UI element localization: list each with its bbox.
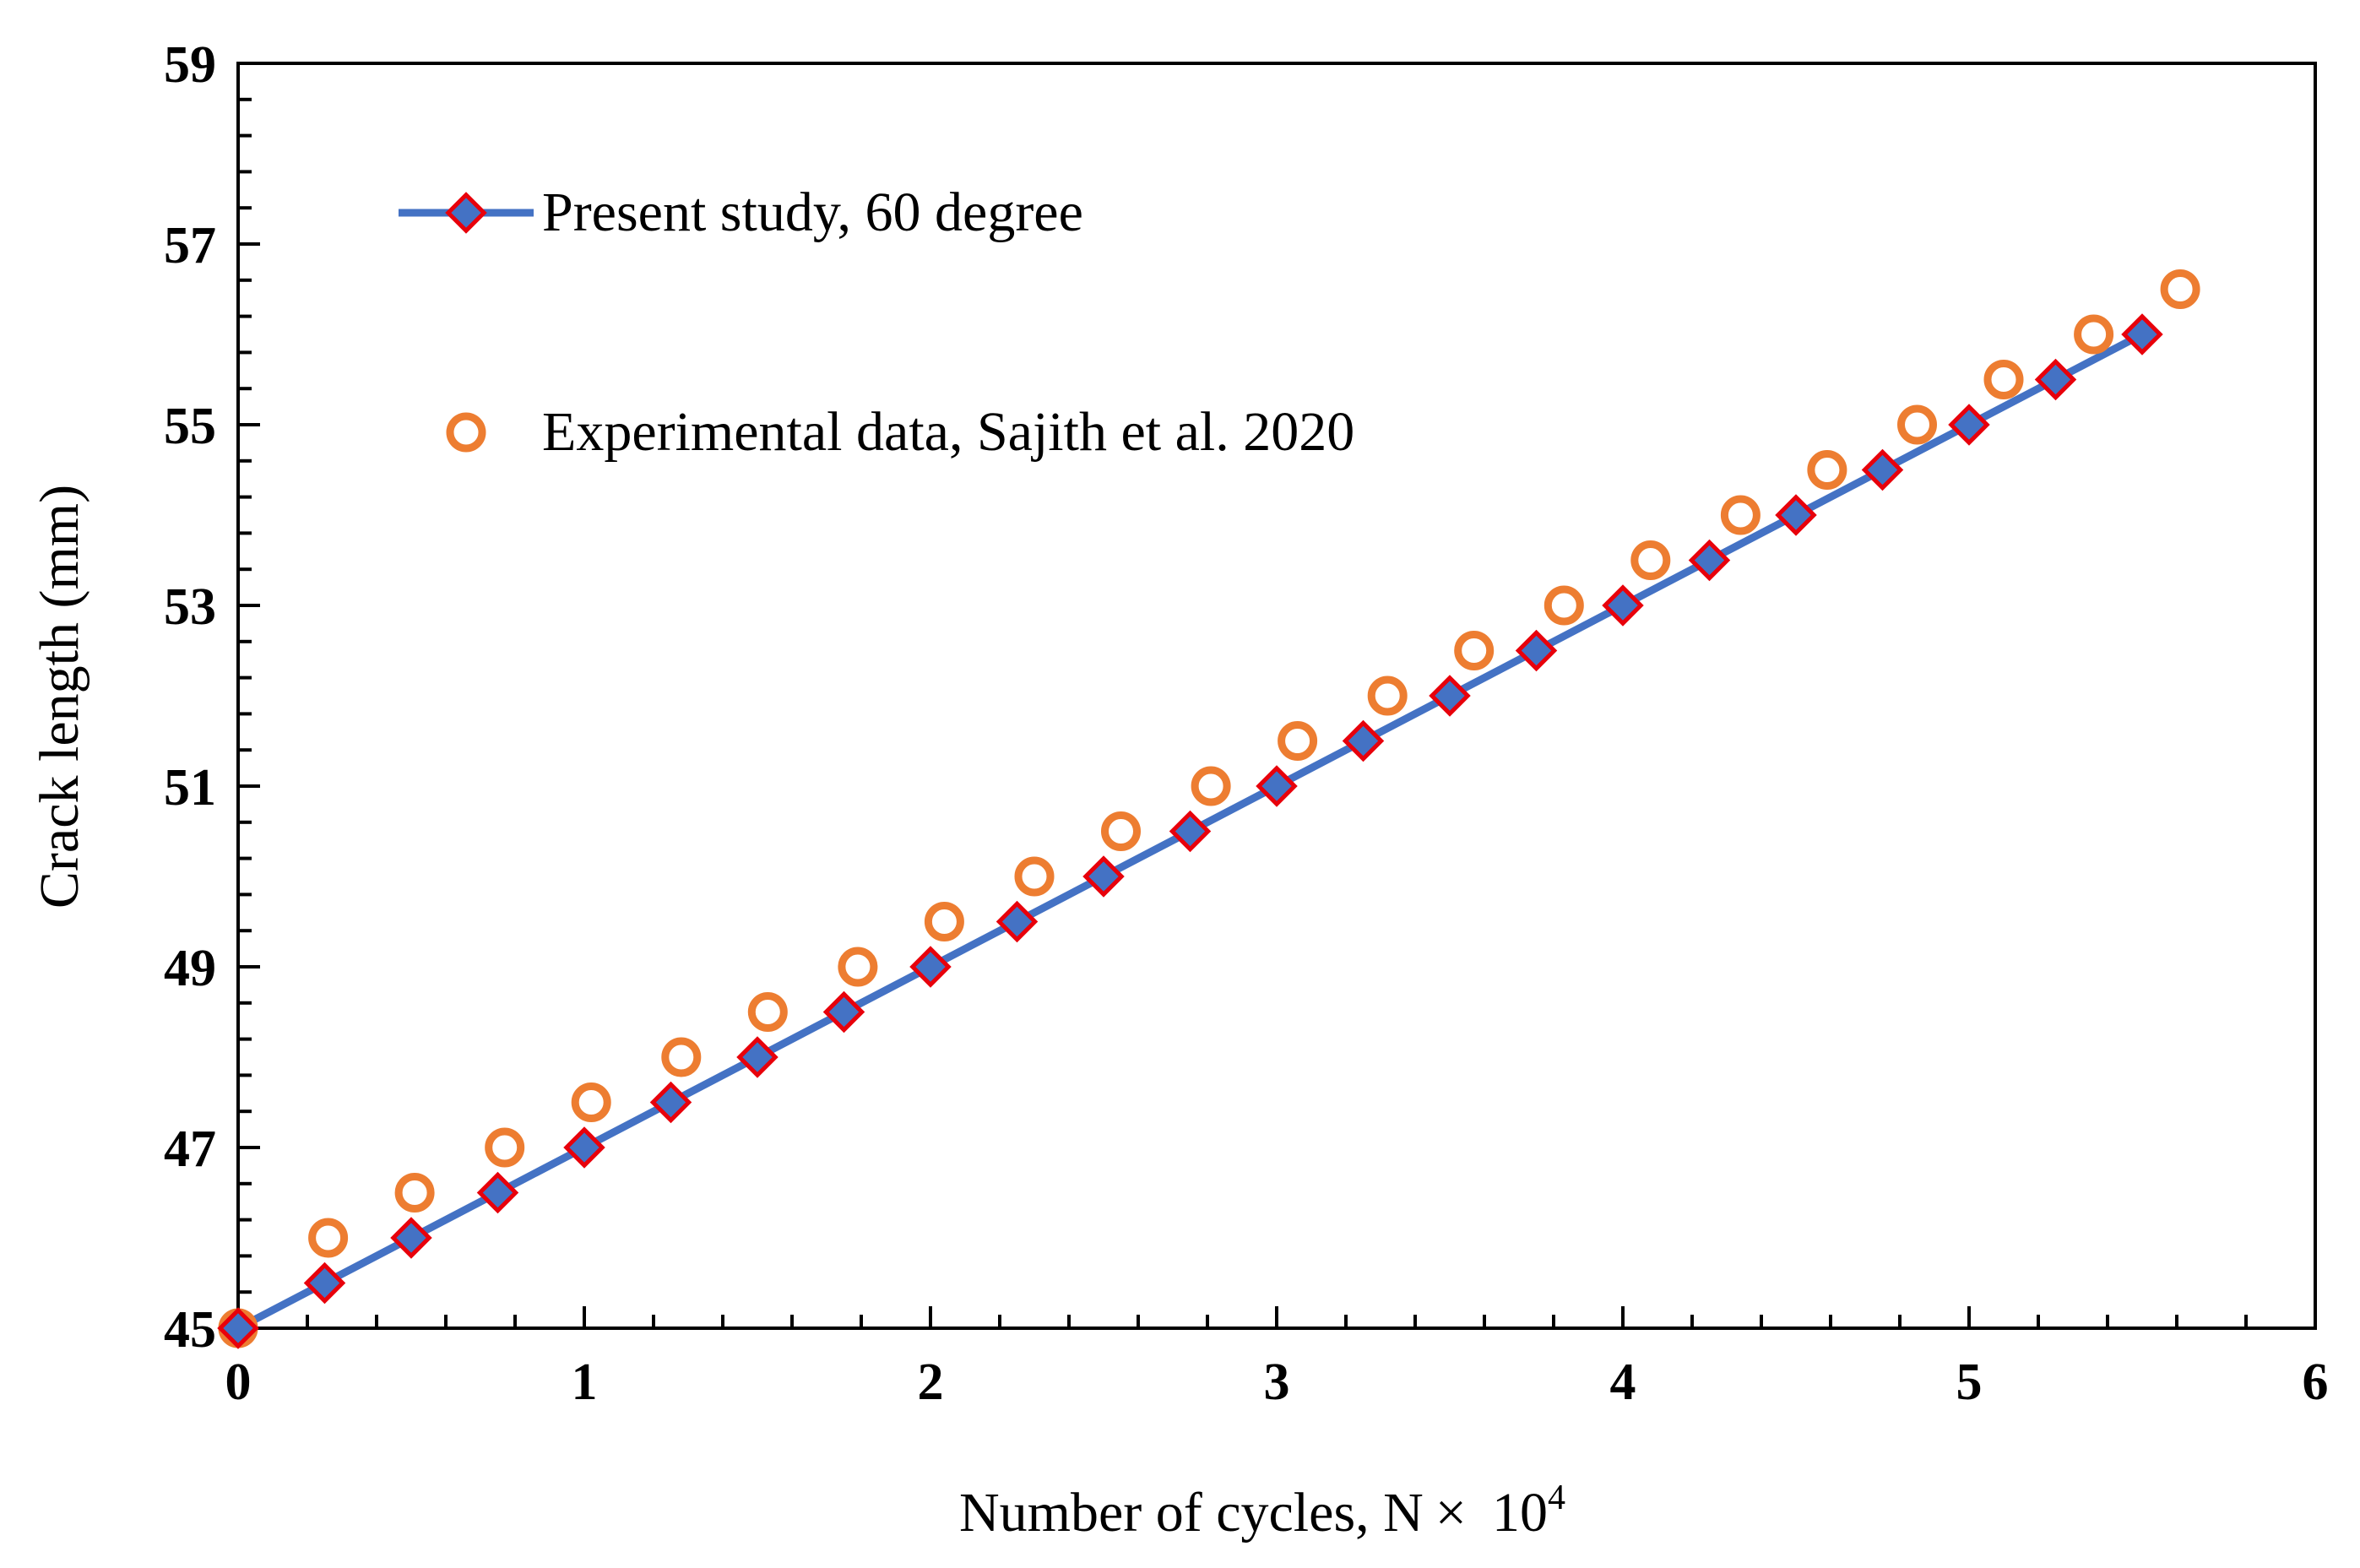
y-tick-label: 51	[164, 759, 216, 817]
x-tick-label: 4	[1610, 1354, 1636, 1411]
y-axis-title: Crack length (mm)	[29, 485, 90, 909]
present-study-point	[1082, 855, 1125, 898]
experimental-point	[1278, 721, 1318, 761]
experimental-point	[661, 1037, 702, 1077]
x-tick-label: 6	[2303, 1354, 2329, 1411]
present-study-point	[996, 900, 1039, 943]
present-study-point	[1429, 675, 1471, 717]
experimental-point	[1897, 404, 1937, 445]
y-tick-labels: 45 47 49 51 53 55 57 59	[164, 36, 216, 1359]
y-tick-label: 45	[164, 1301, 216, 1359]
x-axis-title-base: 10	[1492, 1482, 1548, 1544]
experimental-point	[1014, 856, 1055, 897]
experimental-point	[308, 1218, 349, 1258]
y-tick-label: 47	[164, 1120, 216, 1178]
present-study-point	[909, 946, 952, 988]
experimental-point	[2074, 314, 2114, 355]
x-tick-label: 1	[572, 1354, 598, 1411]
experimental-point	[1543, 585, 1584, 626]
present-study-point	[1256, 765, 1298, 807]
experimental-point	[1720, 495, 1761, 535]
present-study-point	[476, 1171, 519, 1214]
present-study-point	[1602, 584, 1644, 627]
present-study-point	[649, 1081, 692, 1124]
y-minor-ticks	[238, 62, 260, 1330]
x-axis-title-exponent: 4	[1548, 1478, 1565, 1517]
experimental-point	[1630, 540, 1671, 580]
present-study-markers	[217, 313, 2163, 1349]
x-axis-title-times: ×	[1435, 1482, 1467, 1544]
x-tick-label: 5	[1956, 1354, 1983, 1411]
present-study-point	[736, 1036, 779, 1078]
legend: Present study, 60 degree Experimental da…	[399, 182, 1354, 463]
present-study-point	[1948, 404, 1990, 446]
x-minor-ticks	[236, 1306, 2317, 1328]
experimental-point	[571, 1082, 611, 1122]
present-study-point	[303, 1261, 346, 1305]
legend-experimental-marker	[446, 412, 486, 453]
experimental-point	[838, 947, 878, 987]
present-study-point	[1775, 494, 1817, 536]
present-study-point	[563, 1126, 605, 1169]
present-study-point	[1861, 448, 1904, 491]
legend-present-study-marker	[445, 192, 487, 234]
experimental-point	[1101, 811, 1141, 851]
y-tick-label: 57	[164, 217, 216, 274]
present-study-point	[2121, 313, 2163, 355]
y-tick-label: 53	[164, 578, 216, 636]
experimental-point	[1807, 450, 1847, 490]
y-tick-label: 55	[164, 398, 216, 455]
experimental-point	[394, 1173, 435, 1213]
y-tick-label: 59	[164, 36, 216, 94]
plot-frame	[236, 62, 2317, 1330]
x-tick-label: 2	[918, 1354, 944, 1411]
present-study-point	[390, 1217, 432, 1259]
present-study-point	[2034, 358, 2077, 401]
experimental-point	[1983, 360, 2024, 399]
experimental-point	[924, 902, 964, 941]
experimental-point	[485, 1127, 525, 1168]
present-study-point	[1169, 810, 1212, 853]
x-tick-label: 3	[1264, 1354, 1290, 1411]
experimental-point	[1454, 631, 1495, 670]
experimental-point	[1367, 675, 1408, 716]
x-axis-title-main: Number of cycles, N	[959, 1482, 1424, 1544]
legend-experimental-label: Experimental data, Sajith et al. 2020	[542, 401, 1354, 463]
x-tick-labels: 0 1 2 3 4 5 6	[225, 1354, 2329, 1411]
x-axis-title: Number of cycles, N × 104	[959, 1478, 1565, 1544]
present-study-point	[1515, 629, 1558, 672]
present-study-point	[822, 990, 865, 1034]
experimental-point	[2160, 269, 2200, 309]
x-tick-label: 0	[225, 1354, 252, 1411]
experimental-point	[1191, 766, 1231, 806]
experimental-point	[747, 992, 788, 1032]
present-study-point	[217, 1307, 259, 1349]
legend-present-study-label: Present study, 60 degree	[542, 182, 1083, 243]
present-study-point	[1688, 539, 1731, 582]
present-study-point	[1342, 719, 1385, 762]
y-tick-label: 49	[164, 940, 216, 997]
